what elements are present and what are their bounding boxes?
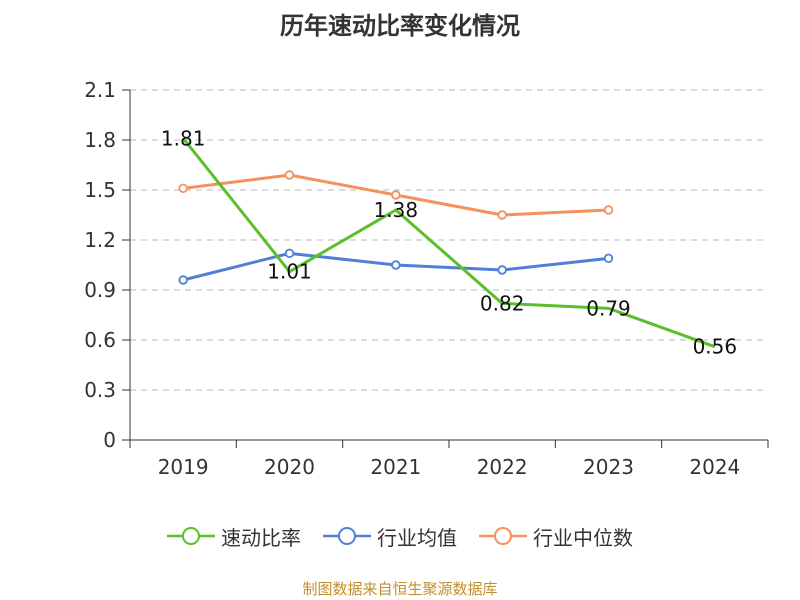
chart-title: 历年速动比率变化情况 xyxy=(280,12,520,40)
series-line-quick-ratio xyxy=(181,137,716,349)
data-point-industry-median xyxy=(603,205,614,215)
y-tick-label: 0 xyxy=(103,428,116,452)
y-tick-label: 0.3 xyxy=(84,378,116,402)
data-label: 0.56 xyxy=(693,335,738,359)
legend-item-industry-median[interactable]: 行业中位数 xyxy=(479,522,633,551)
y-tick-label: 2.1 xyxy=(84,78,116,102)
series-lines xyxy=(178,137,716,349)
y-tick-label: 1.5 xyxy=(84,178,116,202)
x-tick-label: 2020 xyxy=(264,455,315,479)
data-point-industry-mean xyxy=(391,260,401,270)
y-tick-label: 0.6 xyxy=(84,328,116,352)
legend-swatch-industry-median xyxy=(479,527,527,545)
legend-swatch-industry-mean xyxy=(323,527,371,545)
legend-item-industry-mean[interactable]: 行业均值 xyxy=(323,522,457,551)
data-label: 0.82 xyxy=(480,291,525,315)
data-label: 1.38 xyxy=(374,198,419,222)
legend-label-industry-mean: 行业均值 xyxy=(377,525,457,550)
legend-label-quick-ratio: 速动比率 xyxy=(221,525,301,550)
data-point-industry-median xyxy=(284,170,295,180)
data-point-industry-mean xyxy=(497,265,507,275)
y-tick-label: 1.2 xyxy=(84,228,116,252)
x-tick-label: 2024 xyxy=(689,455,740,479)
data-label: 1.01 xyxy=(267,260,312,284)
x-tick-label: 2022 xyxy=(477,455,528,479)
legend-label-industry-median: 行业中位数 xyxy=(533,525,633,550)
data-point-industry-mean xyxy=(284,248,295,259)
source-note: 制图数据来自恒生聚源数据库 xyxy=(302,580,498,598)
legend-item-quick-ratio[interactable]: 速动比率 xyxy=(167,522,301,551)
data-label: 0.79 xyxy=(586,296,631,320)
x-tick-label: 2023 xyxy=(583,455,634,479)
axes: 0 0.3 0.6 0.9 1.2 1.5 1.8 2.1 2019 2020 2021 2022 20… xyxy=(84,78,769,479)
data-point-industry-mean xyxy=(603,253,614,264)
gridlines xyxy=(130,89,768,391)
data-labels: 1.81 1.01 1.38 0.82 0.79 0.56 xyxy=(161,126,737,358)
data-point-industry-mean xyxy=(178,275,188,285)
y-tick-label: 0.9 xyxy=(84,278,116,302)
legend: 速动比率 行业均值 行业中位数 xyxy=(0,521,800,551)
data-point-industry-median xyxy=(178,183,188,194)
x-tick-label: 2021 xyxy=(370,455,421,479)
data-point-industry-median xyxy=(497,210,507,220)
legend-swatch-quick-ratio xyxy=(167,527,215,545)
data-point-industry-median xyxy=(391,190,401,200)
x-tick-label: 2019 xyxy=(158,455,209,479)
data-label: 1.81 xyxy=(161,126,206,150)
y-tick-label: 1.8 xyxy=(84,128,116,152)
